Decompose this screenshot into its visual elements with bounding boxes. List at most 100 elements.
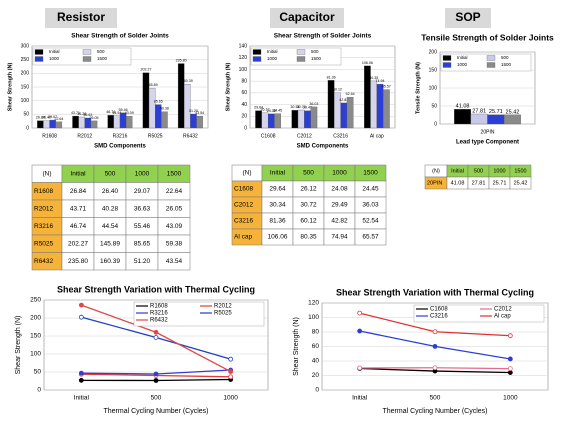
value-label: 26.84 bbox=[36, 116, 45, 120]
line-marker bbox=[507, 356, 513, 362]
legend-swatch bbox=[252, 49, 262, 55]
bar bbox=[107, 115, 114, 129]
y-axis-label: Shear Strength (N) bbox=[293, 317, 300, 376]
legend-label: 500 bbox=[97, 49, 105, 54]
x-tick-label: Al cap bbox=[370, 133, 384, 139]
table-text: Initial bbox=[270, 170, 286, 177]
value-label: 24.08 bbox=[267, 109, 276, 113]
legend-label: C3216 bbox=[430, 314, 448, 320]
y-tick-label: 100 bbox=[21, 98, 30, 104]
header-box bbox=[270, 8, 344, 28]
legend-label: R3216 bbox=[150, 311, 168, 317]
table-text: Initial bbox=[70, 170, 86, 177]
table-text: 1500 bbox=[514, 168, 526, 174]
value-label: 65.57 bbox=[382, 85, 391, 89]
bar bbox=[346, 97, 354, 129]
legend-label: 1000 bbox=[267, 56, 278, 61]
y-tick-label: 60 bbox=[312, 343, 320, 350]
y-tick-label: 200 bbox=[30, 315, 41, 322]
value-label: 30.34 bbox=[290, 105, 299, 109]
section-header: SOP bbox=[455, 10, 480, 24]
legend-label: R1608 bbox=[150, 304, 168, 310]
value-label: 160.39 bbox=[182, 79, 193, 83]
legend-label: Initial bbox=[267, 49, 278, 54]
y-tick-label: 120 bbox=[239, 55, 248, 61]
legend-swatch bbox=[34, 49, 44, 55]
table-text: (N) bbox=[42, 170, 51, 177]
value-label: 25.71 bbox=[489, 109, 503, 115]
value-label: 59.38 bbox=[160, 107, 169, 111]
legend-swatch bbox=[296, 49, 306, 55]
table-cell bbox=[157, 252, 191, 271]
legend-label: C1608 bbox=[430, 307, 448, 313]
table-text: R1608 bbox=[34, 188, 54, 195]
bar bbox=[113, 115, 121, 129]
table-text: 20PIN bbox=[427, 180, 442, 186]
table-text: 43.54 bbox=[166, 258, 183, 265]
line-marker bbox=[78, 314, 84, 320]
legend-swatch bbox=[252, 56, 262, 62]
table-text: 52.54 bbox=[362, 218, 379, 225]
bar bbox=[78, 116, 85, 129]
table-text: R2012 bbox=[34, 205, 54, 212]
bar bbox=[261, 112, 269, 129]
x-tick-label: 1000 bbox=[223, 395, 238, 402]
line-marker bbox=[507, 370, 513, 375]
value-label: 29.49 bbox=[303, 106, 312, 110]
x-tick-label: Initial bbox=[74, 395, 90, 402]
table-text: (N) bbox=[242, 170, 251, 177]
y-tick-label: 0 bbox=[434, 121, 437, 127]
value-label: 106.06 bbox=[362, 61, 373, 65]
table-text: 59.38 bbox=[166, 240, 183, 247]
bar bbox=[310, 106, 318, 129]
table-text: 46.74 bbox=[70, 223, 87, 230]
table-text: C2012 bbox=[234, 202, 254, 209]
y-tick-label: 100 bbox=[308, 314, 319, 321]
x-tick-label: R6432 bbox=[183, 133, 198, 139]
bar bbox=[177, 63, 185, 129]
table-text: 25.71 bbox=[493, 180, 507, 186]
bar bbox=[148, 87, 156, 129]
table-text: 235.80 bbox=[68, 258, 88, 265]
value-label: 60.12 bbox=[333, 88, 342, 92]
value-label: 81.36 bbox=[327, 75, 336, 79]
table-text: 81.36 bbox=[269, 218, 286, 225]
y-tick-label: 120 bbox=[308, 300, 319, 307]
header-box bbox=[45, 8, 117, 28]
legend-label: 1500 bbox=[97, 56, 108, 61]
legend-box bbox=[440, 53, 532, 72]
table-text: 40.28 bbox=[102, 205, 119, 212]
legend-box bbox=[250, 47, 342, 66]
section-header: Capacitor bbox=[279, 10, 335, 24]
legend-label: 1500 bbox=[501, 62, 512, 67]
value-label: 46.74 bbox=[106, 110, 115, 114]
value-label: 44.54 bbox=[112, 111, 121, 115]
table-text: 26.84 bbox=[70, 188, 87, 195]
y-tick-label: 150 bbox=[30, 333, 41, 340]
value-label: 85.65 bbox=[154, 100, 163, 104]
x-tick-label: R2012 bbox=[77, 133, 92, 139]
legend-swatch bbox=[486, 62, 496, 68]
x-tick-label: C3216 bbox=[333, 133, 348, 139]
legend-box bbox=[413, 304, 545, 323]
x-axis-label: SMD Components bbox=[94, 144, 146, 150]
y-axis-label: Shear Strength (N) bbox=[7, 63, 13, 112]
table-cell bbox=[354, 228, 387, 246]
chart-title: Shear Strength of Solder Joints bbox=[71, 33, 169, 40]
table-text: 27.81 bbox=[472, 180, 486, 186]
bar bbox=[274, 113, 281, 129]
table-text: 30.34 bbox=[269, 202, 286, 209]
table-text: 160.39 bbox=[100, 258, 120, 265]
bar bbox=[43, 120, 50, 129]
table-text: 85.65 bbox=[134, 240, 151, 247]
line-marker bbox=[432, 329, 438, 335]
value-label: 40.28 bbox=[77, 112, 86, 116]
table-text: R5025 bbox=[34, 240, 54, 247]
line-marker bbox=[153, 335, 159, 340]
x-tick-label: 1000 bbox=[503, 395, 518, 402]
table-text: 44.54 bbox=[102, 223, 119, 230]
bar bbox=[72, 115, 79, 129]
table-text: 22.64 bbox=[166, 188, 183, 195]
y-tick-label: 300 bbox=[21, 43, 30, 49]
